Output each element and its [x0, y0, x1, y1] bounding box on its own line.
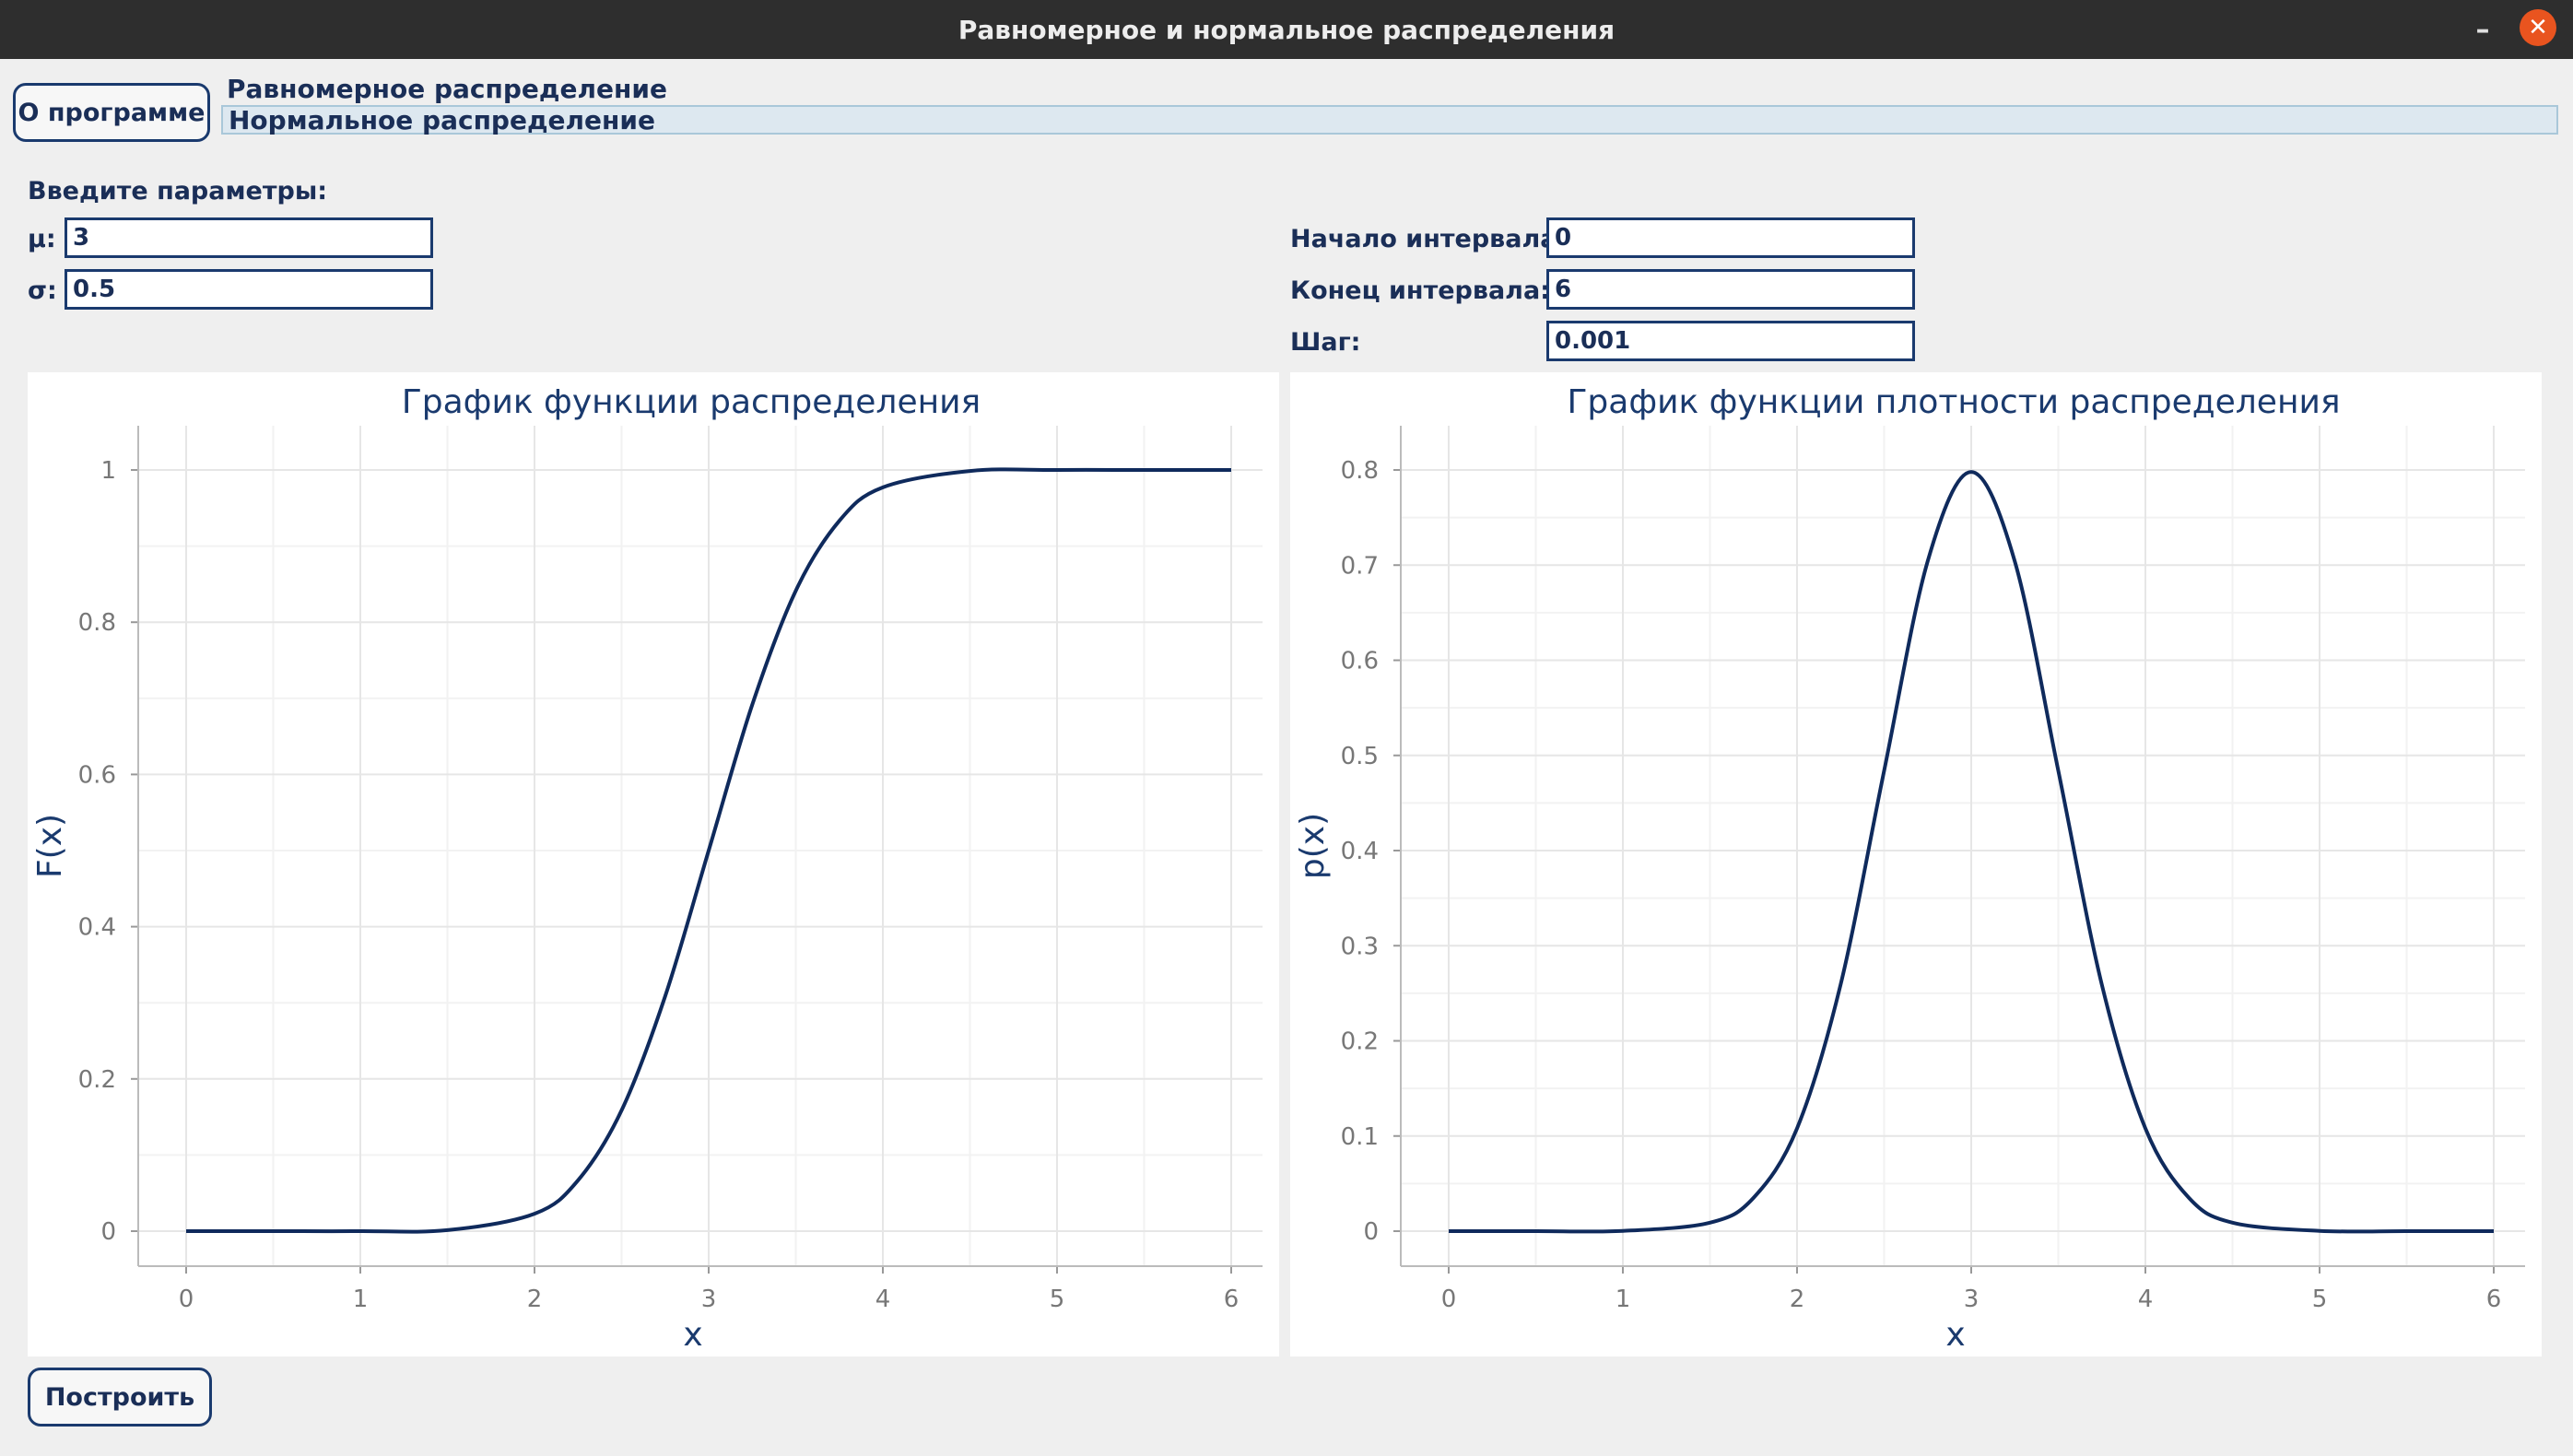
mu-input[interactable]: 3 [65, 217, 433, 258]
y-tick-label: 0 [100, 1218, 116, 1246]
x-tick-label: 2 [1790, 1286, 1805, 1313]
y-tick-label: 1 [100, 457, 116, 485]
y-tick-label: 0.3 [1341, 933, 1379, 960]
y-tick-label: 0 [1363, 1218, 1379, 1246]
pdf-chart-panel: 0 1 2 3 4 5 6 0 0.1 0.2 0.3 0.4 0.5 0.6 0.7 0.8 График ф… [1290, 372, 2542, 1356]
x-axis-label: x [1945, 1316, 1965, 1354]
x-tick-label: 2 [527, 1286, 543, 1313]
x-tick-label: 5 [2312, 1286, 2328, 1313]
sigma-input[interactable]: 0.5 [65, 269, 433, 310]
x-axis-label: x [683, 1316, 702, 1354]
x-tick-label: 0 [179, 1286, 194, 1313]
window-titlebar: Равномерное и нормальное распределения –… [0, 0, 2573, 59]
params-header: Введите параметры: [28, 177, 328, 205]
interval-start-label: Начало интервала: [1290, 225, 1568, 253]
close-icon[interactable]: ✕ [2520, 9, 2556, 46]
x-tick-label: 1 [353, 1286, 369, 1313]
about-button[interactable]: О программе [13, 83, 210, 142]
step-label: Шаг: [1290, 328, 1361, 357]
minimize-icon[interactable]: – [2475, 13, 2490, 46]
y-tick-label: 0.5 [1341, 743, 1379, 770]
y-tick-label: 0.8 [1341, 457, 1379, 485]
tab-normal[interactable]: Нормальное распределение [221, 105, 2558, 135]
x-tick-label: 0 [1441, 1286, 1457, 1313]
y-tick-label: 0.4 [78, 914, 116, 942]
x-tick-label: 6 [1224, 1286, 1240, 1313]
y-axis-label: F(x) [31, 814, 69, 878]
y-tick-label: 0.6 [1341, 648, 1379, 675]
chart-title: График функции плотности распределения [1567, 383, 2340, 421]
window-title: Равномерное и нормальное распределения [958, 14, 1615, 45]
interval-start-input[interactable]: 0 [1546, 217, 1915, 258]
series-line [1448, 470, 2495, 1234]
y-tick-label: 0.2 [78, 1066, 116, 1094]
cdf-chart-panel: 0 1 2 3 4 5 6 0 0.2 0.4 0.6 0.8 1 График функции расп… [28, 372, 1279, 1356]
interval-end-input[interactable]: 6 [1546, 269, 1915, 310]
interval-end-label: Конец интервала: [1290, 276, 1550, 305]
pdf-chart: 0 1 2 3 4 5 6 0 0.1 0.2 0.3 0.4 0.5 0.6 0.7 0.8 График ф… [1294, 383, 2525, 1354]
chart-title: График функции распределения [402, 383, 981, 421]
series-line [186, 467, 1231, 1234]
mu-label: μ: [28, 225, 56, 253]
x-tick-label: 5 [1050, 1286, 1065, 1313]
x-tick-label: 4 [875, 1286, 891, 1313]
y-axis-label: p(x) [1294, 813, 1332, 879]
y-tick-label: 0.4 [1341, 838, 1379, 865]
y-tick-label: 0.7 [1341, 552, 1379, 580]
x-tick-label: 3 [1964, 1286, 1980, 1313]
cdf-chart: 0 1 2 3 4 5 6 0 0.2 0.4 0.6 0.8 1 График функции расп… [31, 383, 1263, 1354]
step-input[interactable]: 0.001 [1546, 321, 1915, 361]
x-tick-label: 1 [1615, 1286, 1631, 1313]
build-button[interactable]: Построить [28, 1368, 212, 1427]
y-tick-label: 0.8 [78, 609, 116, 637]
tab-uniform[interactable]: Равномерное распределение [227, 74, 667, 104]
y-tick-label: 0.6 [78, 761, 116, 789]
y-tick-label: 0.1 [1341, 1123, 1379, 1151]
x-tick-label: 6 [2486, 1286, 2502, 1313]
sigma-label: σ: [28, 276, 57, 305]
x-tick-label: 4 [2138, 1286, 2154, 1313]
y-tick-label: 0.2 [1341, 1028, 1379, 1056]
x-tick-label: 3 [701, 1286, 717, 1313]
